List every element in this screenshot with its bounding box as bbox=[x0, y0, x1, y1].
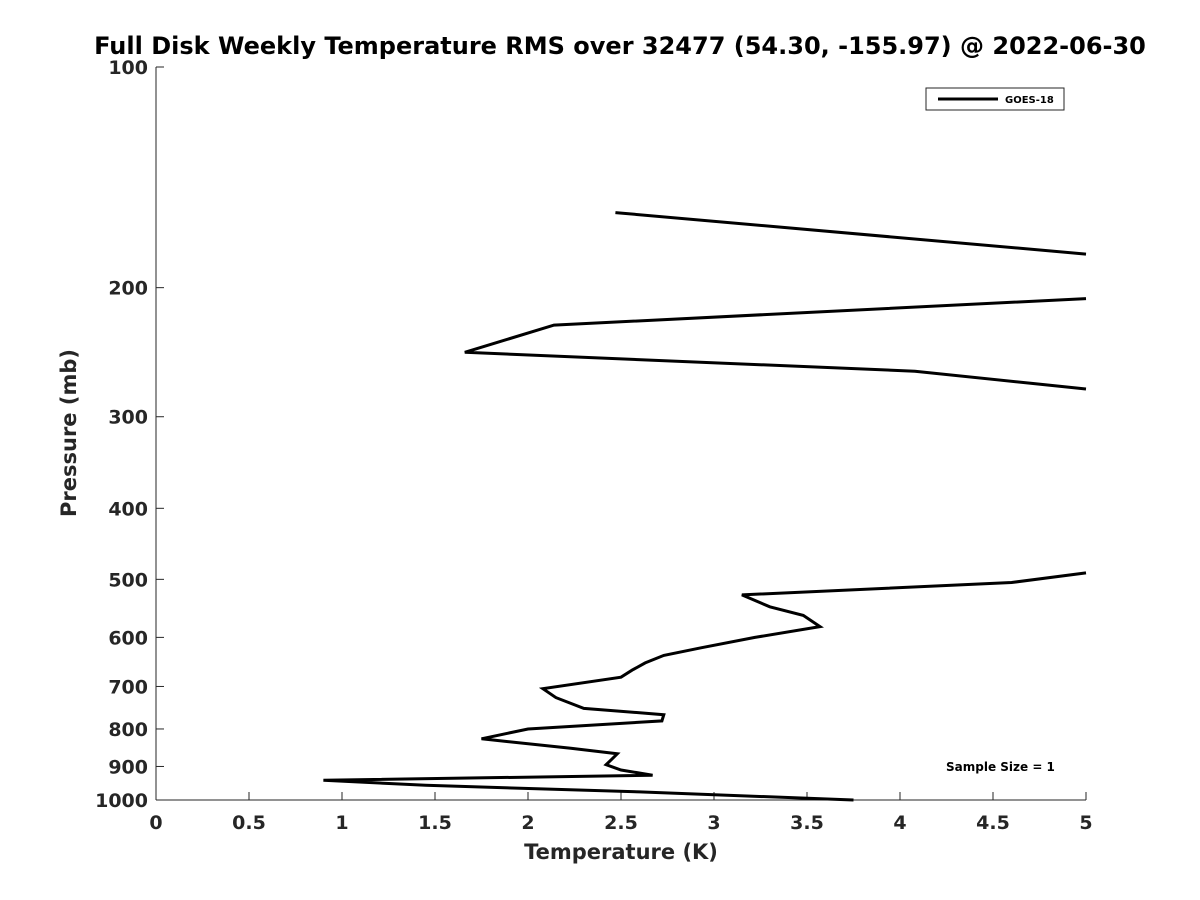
x-axis-label: Temperature (K) bbox=[524, 840, 718, 864]
y-tick-label: 500 bbox=[108, 569, 148, 591]
series-line-goes-18-segment-2 bbox=[464, 297, 1087, 391]
x-tick-label: 5 bbox=[1079, 812, 1092, 834]
y-tick-label: 800 bbox=[108, 719, 148, 741]
x-tick-label: 2.5 bbox=[604, 812, 638, 834]
y-axis-ticks: 100 200 300 400 500 600 700 800 900 1000 bbox=[95, 57, 164, 812]
sample-size-annotation: Sample Size = 1 bbox=[946, 760, 1055, 774]
legend-label-goes-18: GOES-18 bbox=[1005, 95, 1054, 106]
x-axis-ticks: 0 0.5 1 1.5 2 2.5 3 3.5 4 4.5 5 bbox=[149, 792, 1093, 834]
y-tick-label: 700 bbox=[108, 676, 148, 698]
x-tick-label: 4.5 bbox=[976, 812, 1010, 834]
x-tick-label: 0.5 bbox=[232, 812, 266, 834]
y-tick-label: 300 bbox=[108, 407, 148, 429]
x-tick-label: 4 bbox=[893, 812, 906, 834]
x-tick-label: 2 bbox=[521, 812, 534, 834]
y-tick-label: 600 bbox=[108, 627, 148, 649]
x-tick-label: 3.5 bbox=[790, 812, 824, 834]
x-tick-label: 1 bbox=[335, 812, 348, 834]
y-tick-label: 400 bbox=[108, 498, 148, 520]
x-tick-label: 3 bbox=[707, 812, 720, 834]
series-line-goes-18-segment-1 bbox=[323, 571, 1087, 802]
x-tick-label: 1.5 bbox=[418, 812, 452, 834]
x-tick-label: 0 bbox=[149, 812, 162, 834]
series-line-goes-18-segment-3 bbox=[615, 211, 1087, 256]
legend: GOES-18 bbox=[925, 87, 1065, 111]
y-tick-label: 900 bbox=[108, 756, 148, 778]
y-tick-label: 200 bbox=[108, 278, 148, 300]
y-tick-label: 1000 bbox=[95, 790, 148, 812]
series-layer bbox=[323, 211, 1087, 802]
y-tick-label: 100 bbox=[108, 57, 148, 79]
chart-title: Full Disk Weekly Temperature RMS over 32… bbox=[94, 32, 1146, 60]
y-axis-label: Pressure (mb) bbox=[57, 349, 81, 517]
